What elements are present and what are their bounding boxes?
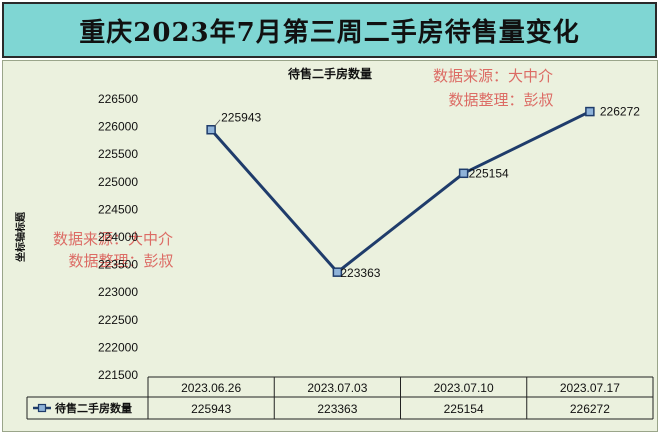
x-category-label: 2023.06.26 [181,381,241,395]
y-tick-label: 226000 [98,120,138,134]
x-category-label: 2023.07.10 [434,381,494,395]
data-label: 226272 [600,105,640,119]
legend-series-name: 待售二手房数量 [54,401,132,415]
data-point-marker [206,124,216,135]
x-category-label: 2023.07.17 [560,381,620,395]
series-line [210,110,591,274]
chart-title: 待售二手房数量 [288,66,372,81]
y-tick-label: 226500 [98,92,138,106]
chart-area: 待售二手房数量 坐标轴标题 数据来源：大中介 数据整理：彭叔 数据来源：大中介 数据整理… [2,60,658,432]
legend-key-marker [37,403,47,413]
data-label: 225943 [221,111,261,125]
data-point-marker [585,106,595,117]
table-value-cell: 226272 [570,402,610,416]
title-banner: 重庆2023年7月第三周二手房待售量变化 [2,2,657,58]
y-tick-label: 225000 [98,175,138,189]
table-value-cell: 223363 [317,402,357,416]
table-value-cell: 225154 [444,402,484,416]
data-label: 223363 [340,266,380,280]
data-point-marker [458,168,469,179]
watermark-source: 数据来源：大中介 [433,67,553,85]
label-leader-line [213,119,221,128]
y-axis-title: 坐标轴标题 [14,211,27,262]
y-tick-label: 222000 [98,340,138,354]
y-tick-label: 224000 [98,230,138,244]
watermark-author: 数据整理：彭叔 [448,91,553,109]
y-tick-label: 222500 [98,313,138,327]
y-tick-label: 223500 [98,258,138,272]
watermark-author: 数据整理：彭叔 [68,252,173,270]
banner-title: 重庆2023年7月第三周二手房待售量变化 [79,17,580,48]
y-tick-label: 224500 [98,202,138,216]
data-point-marker [332,267,343,277]
y-tick-label: 223000 [98,285,138,299]
watermark-source: 数据来源：大中介 [53,230,173,248]
table-value-cell: 225943 [191,402,231,416]
y-tick-label: 221500 [98,368,138,382]
y-tick-label: 225500 [98,147,138,161]
data-label: 225154 [469,166,509,180]
x-category-label: 2023.07.03 [307,381,367,395]
